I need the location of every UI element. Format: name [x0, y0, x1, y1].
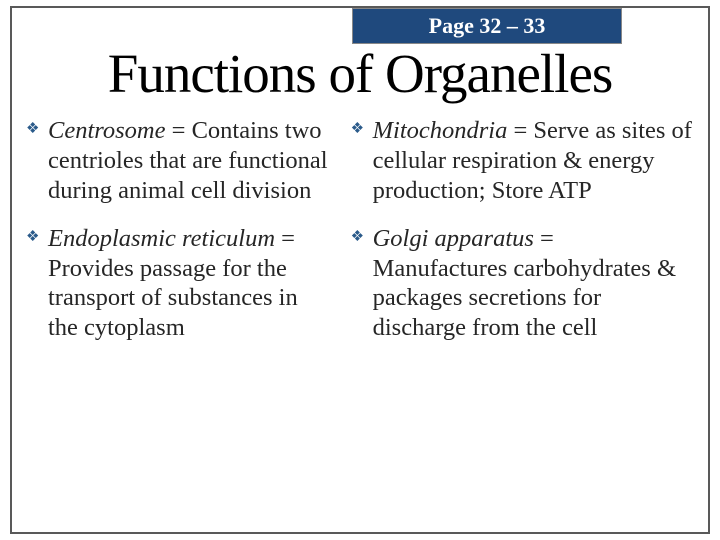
slide-frame: Page 32 – 33 Functions of Organelles ❖ C… [10, 6, 710, 534]
diamond-bullet-icon: ❖ [351, 230, 369, 245]
list-item: ❖ Endoplasmic reticulum = Provides passa… [26, 224, 333, 344]
bullet-text: Centrosome = Contains two centrioles tha… [48, 116, 333, 206]
page-tab: Page 32 – 33 [352, 8, 622, 44]
term: Endoplasmic reticulum [48, 225, 275, 252]
diamond-bullet-icon: ❖ [26, 230, 44, 245]
bullet-text: Golgi apparatus = Manufactures carbohydr… [373, 224, 694, 344]
term: Golgi apparatus [373, 225, 534, 252]
bullet-text: Endoplasmic reticulum = Provides passage… [48, 224, 333, 344]
bullet-text: Mitochondria = Serve as sites of cellula… [373, 116, 694, 206]
list-item: ❖ Golgi apparatus = Manufactures carbohy… [351, 224, 694, 344]
right-column: ❖ Mitochondria = Serve as sites of cellu… [351, 116, 694, 522]
list-item: ❖ Centrosome = Contains two centrioles t… [26, 116, 333, 206]
diamond-bullet-icon: ❖ [26, 122, 44, 137]
page-title: Functions of Organelles [12, 42, 708, 105]
left-column: ❖ Centrosome = Contains two centrioles t… [26, 116, 333, 522]
term: Centrosome [48, 117, 166, 144]
list-item: ❖ Mitochondria = Serve as sites of cellu… [351, 116, 694, 206]
content-area: ❖ Centrosome = Contains two centrioles t… [26, 116, 694, 522]
page-tab-text: Page 32 – 33 [429, 13, 546, 39]
diamond-bullet-icon: ❖ [351, 122, 369, 137]
term: Mitochondria [373, 117, 508, 144]
